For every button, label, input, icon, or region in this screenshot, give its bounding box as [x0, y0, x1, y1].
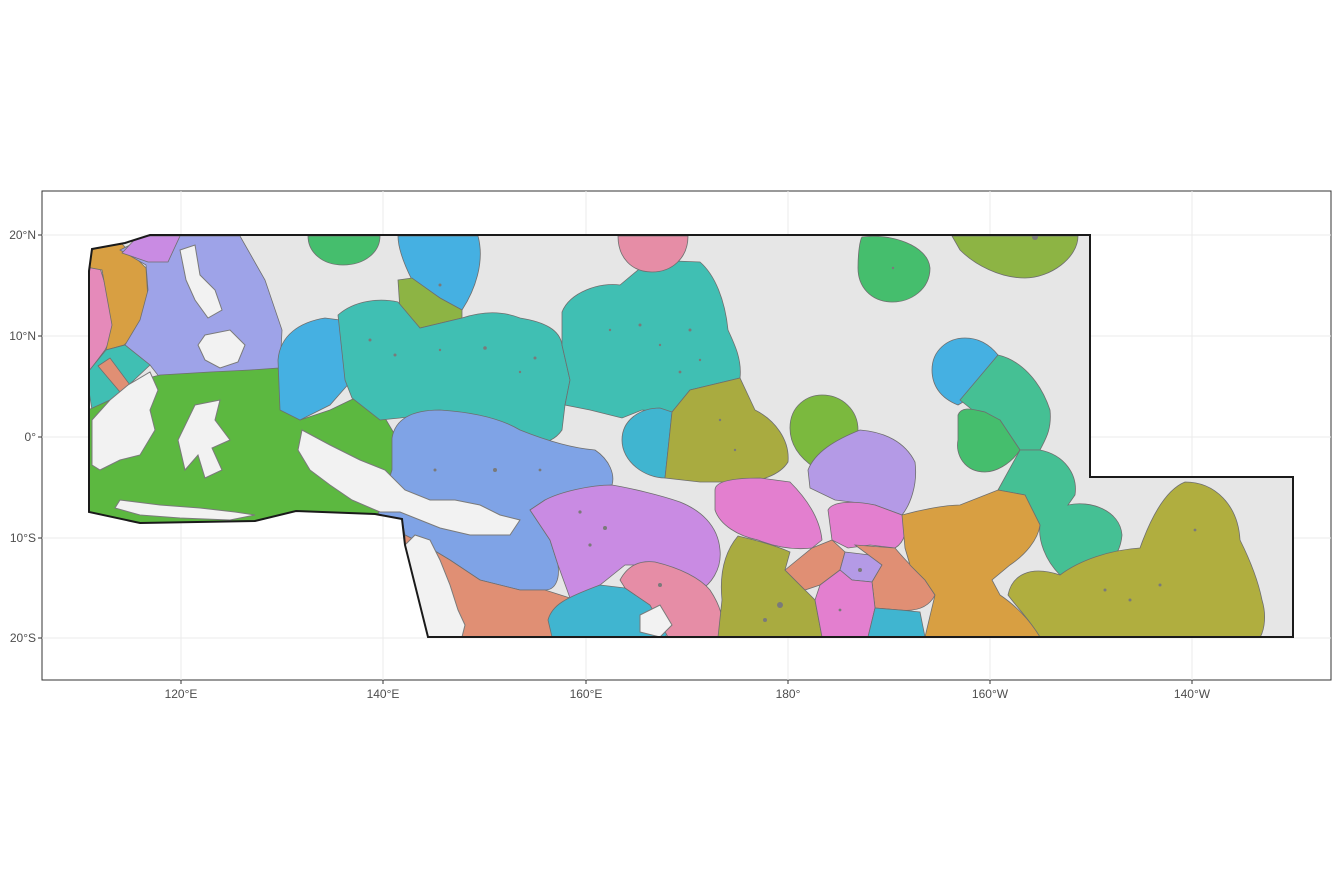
borneo-land	[91, 371, 159, 471]
zone-emerald-jarvis	[957, 408, 1021, 473]
y-tick-label: 0°	[25, 430, 37, 444]
sulawesi-land	[177, 399, 231, 479]
zone-cyan-tonga-east	[867, 607, 926, 637]
zone-gold-frenchpolynesia	[1007, 481, 1265, 637]
australia-land	[404, 534, 466, 637]
y-tick-label: 10°N	[9, 329, 36, 343]
x-axis: 120°E 140°E 160°E 180° 160°W 140°W	[165, 680, 1211, 701]
y-tick-label: 10°S	[10, 531, 36, 545]
zone-periwinkle-solomon	[377, 409, 614, 591]
x-tick-label: 160°E	[570, 687, 603, 701]
zone-mint-line-south	[997, 449, 1123, 576]
zone-lightviolet-phoenix	[807, 429, 917, 516]
x-tick-label: 140°W	[1174, 687, 1211, 701]
newzealand-land	[639, 604, 673, 637]
zone-sky-palmyra	[931, 337, 999, 406]
landmasses	[91, 244, 673, 637]
zone-magenta-niue	[814, 569, 876, 637]
zone-rose-wake	[617, 235, 689, 273]
y-tick-label: 20°S	[10, 631, 36, 645]
x-tick-label: 120°E	[165, 687, 198, 701]
y-axis: 20°N 10°N 0° 10°S 20°S	[9, 228, 42, 645]
y-tick-label: 20°N	[9, 228, 36, 242]
newguinea-land	[297, 429, 521, 536]
x-tick-label: 160°W	[972, 687, 1009, 701]
zone-magenta-tuvalu	[714, 477, 823, 550]
zone-emerald-circle-2	[857, 235, 931, 303]
mindanao-land	[197, 329, 246, 369]
zone-emerald-circle-1	[307, 235, 381, 266]
study-area-border	[88, 234, 1294, 638]
zone-sky-palau	[277, 317, 353, 421]
islets	[368, 235, 1197, 622]
x-tick-label: 180°	[776, 687, 801, 701]
luzon-land	[179, 244, 223, 319]
x-tick-label: 140°E	[367, 687, 400, 701]
zone-moss-hawaii	[951, 235, 1079, 279]
java-land	[114, 499, 256, 521]
